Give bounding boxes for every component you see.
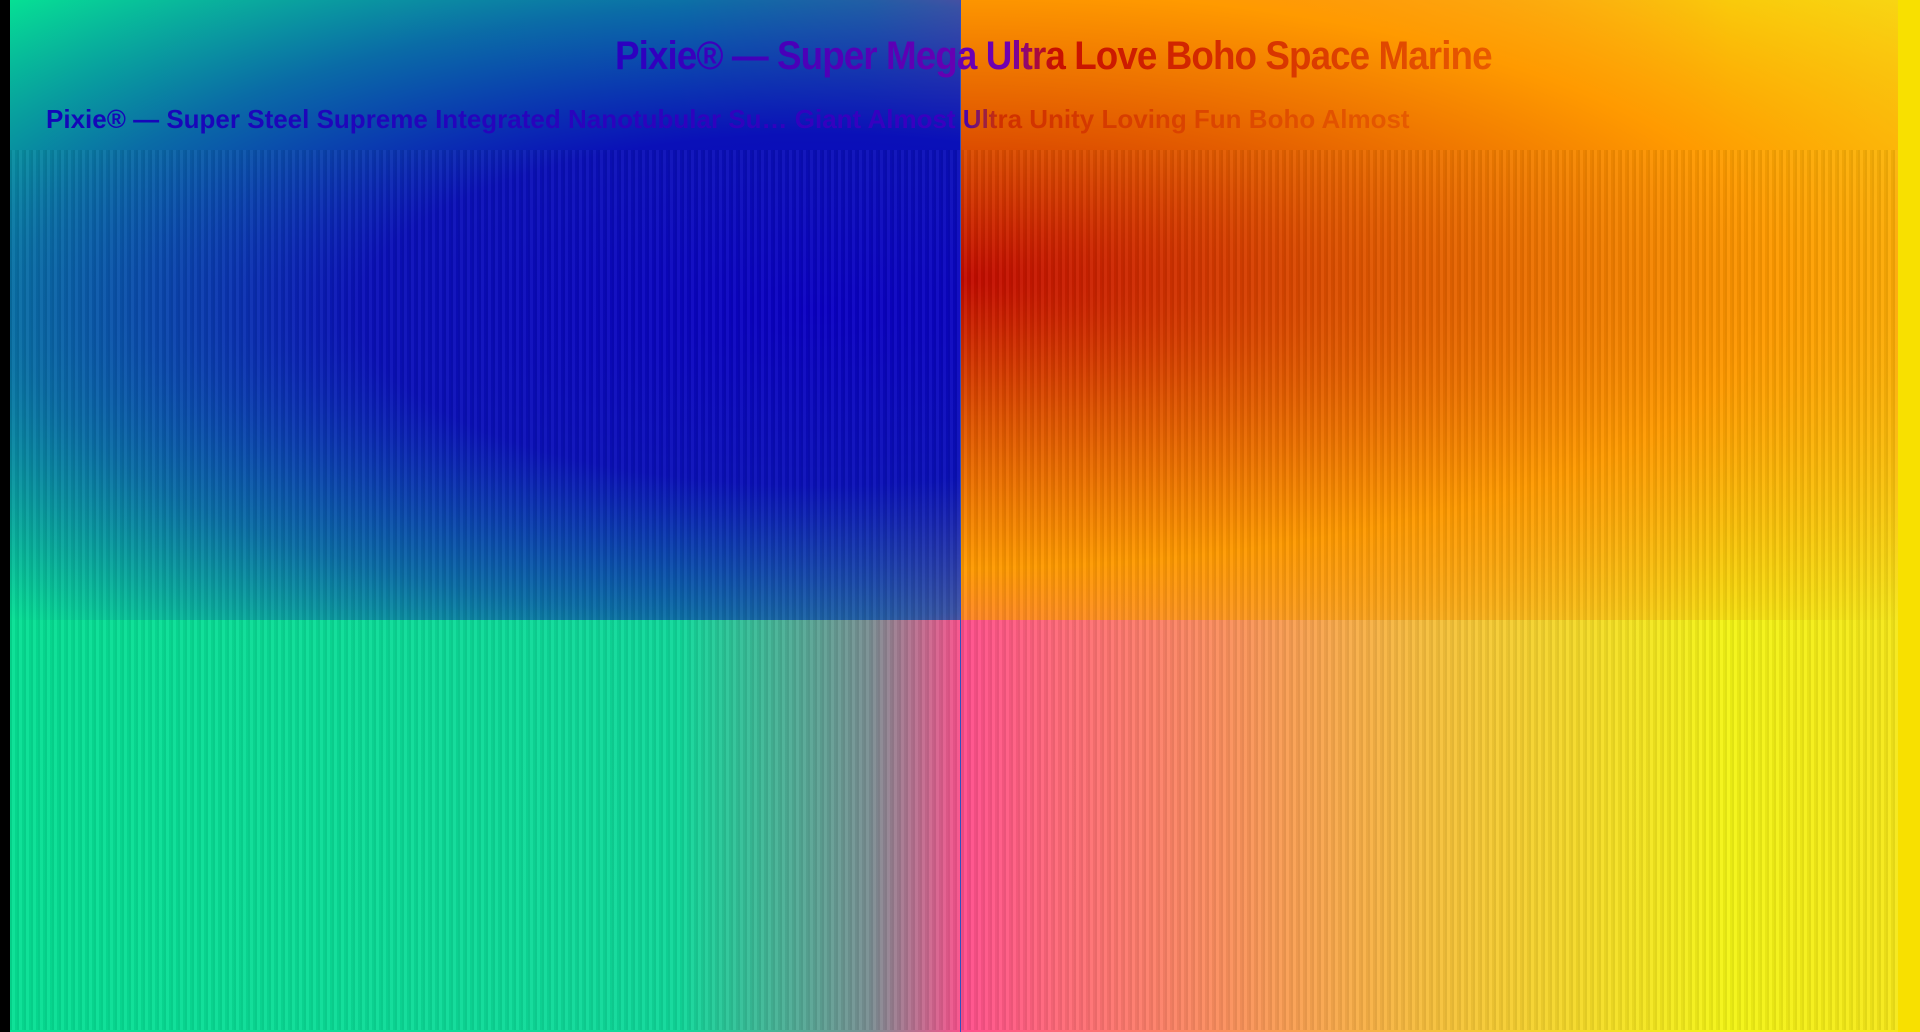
page-subtitle: Pixie® — Super Steel Supreme Integrated … bbox=[46, 104, 1876, 135]
orange-smear-region bbox=[960, 0, 1920, 620]
page-title: Pixie® — Super Mega Ultra Love Boho Spac… bbox=[615, 34, 1493, 78]
right-edge-bar bbox=[1898, 0, 1920, 1032]
center-divider bbox=[960, 0, 961, 1032]
blue-smear-region bbox=[10, 0, 960, 620]
vertical-streaks bbox=[10, 150, 1900, 1030]
